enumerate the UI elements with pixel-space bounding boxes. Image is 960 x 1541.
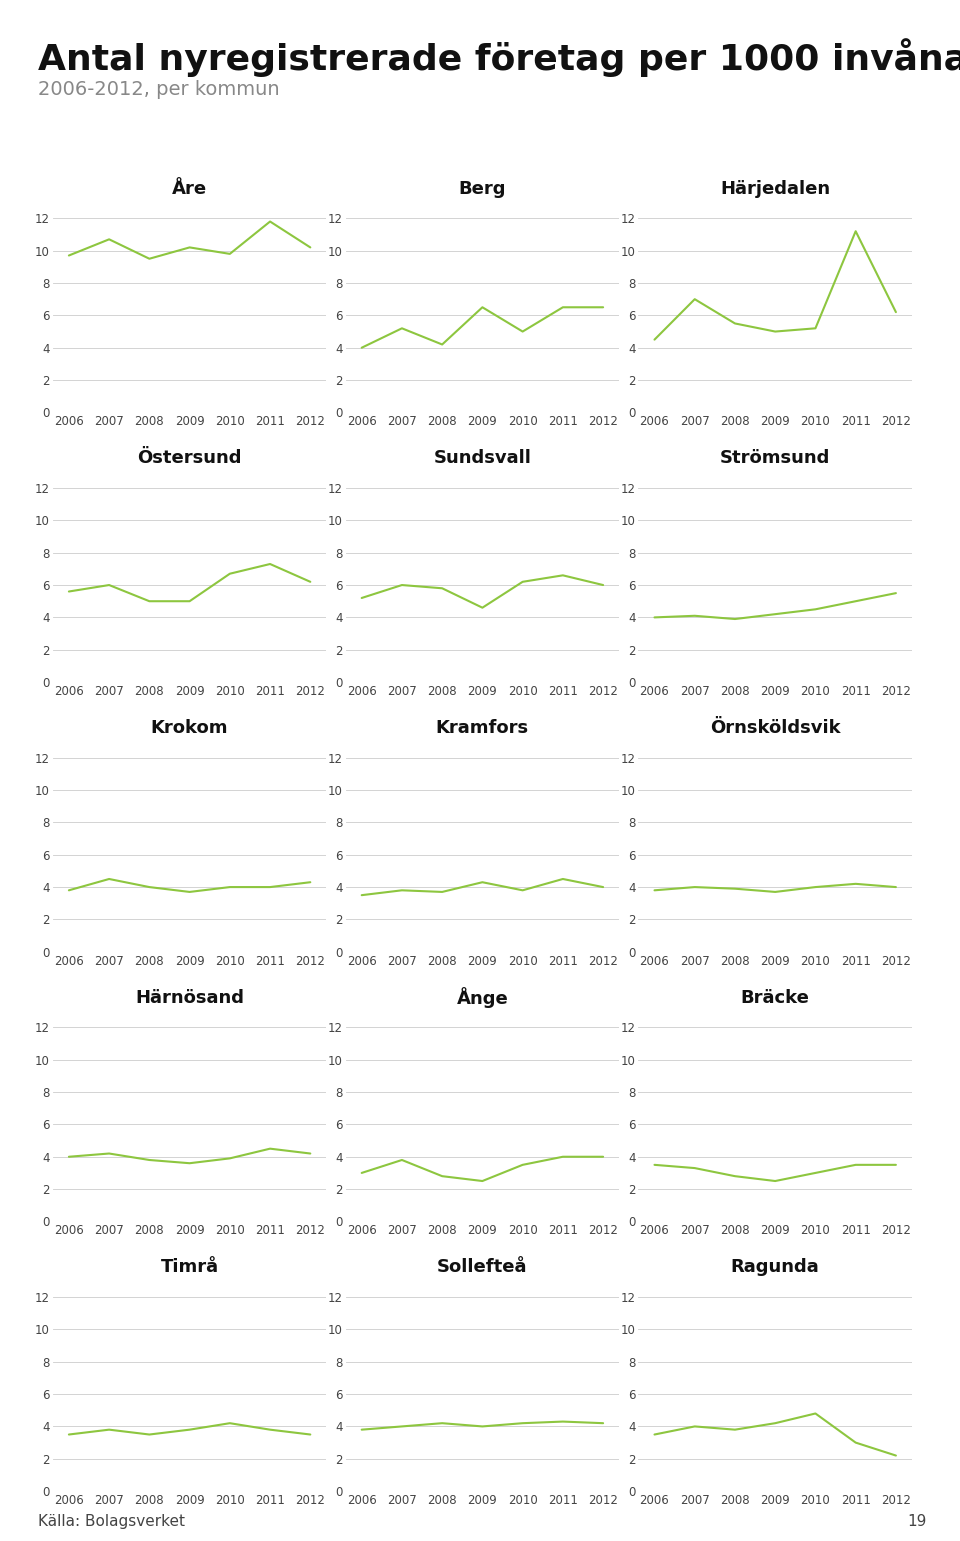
Text: Strömsund: Strömsund [720, 450, 830, 467]
Text: Örnsköldsvik: Örnsköldsvik [709, 720, 841, 737]
Text: Ånge: Ånge [457, 988, 508, 1008]
Text: 2006-2012, per kommun: 2006-2012, per kommun [38, 80, 280, 99]
Text: Timrå: Timrå [160, 1259, 219, 1276]
Text: Krokom: Krokom [151, 720, 228, 737]
Text: Bräcke: Bräcke [741, 989, 809, 1006]
Text: Härnösand: Härnösand [135, 989, 244, 1006]
Text: Sollefteå: Sollefteå [437, 1259, 528, 1276]
Text: Källa: Bolagsverket: Källa: Bolagsverket [38, 1513, 185, 1529]
Text: Sundsvall: Sundsvall [434, 450, 531, 467]
Text: Berg: Berg [459, 180, 506, 197]
Text: Antal nyregistrerade företag per 1000 invånare: Antal nyregistrerade företag per 1000 in… [38, 39, 960, 77]
Text: Kramfors: Kramfors [436, 720, 529, 737]
Text: Härjedalen: Härjedalen [720, 180, 830, 197]
Text: Ragunda: Ragunda [731, 1259, 820, 1276]
Text: Åre: Åre [172, 180, 207, 197]
Text: Östersund: Östersund [137, 450, 242, 467]
Text: 19: 19 [907, 1513, 926, 1529]
